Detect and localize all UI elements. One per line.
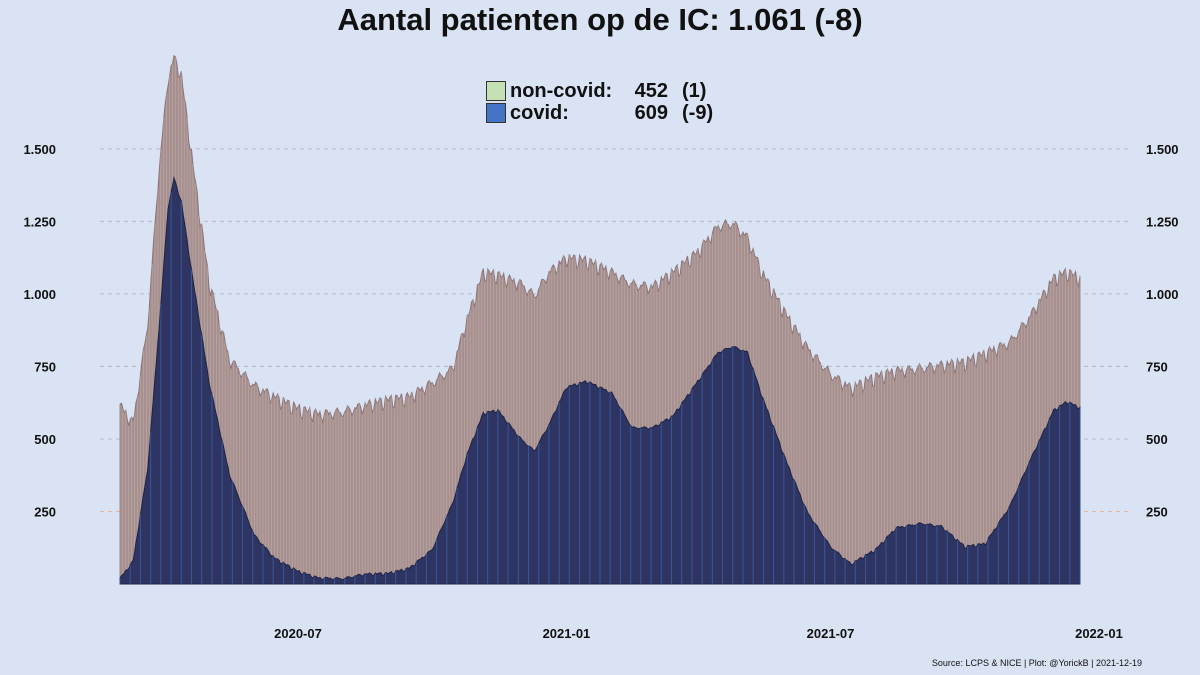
source-note: Source: LCPS & NICE | Plot: @YorickB | 2… xyxy=(931,658,1142,668)
y-tick-right-750: 750 xyxy=(1146,359,1168,374)
x-tick-2021-01: 2021-01 xyxy=(543,626,591,641)
y-tick-left-250: 250 xyxy=(34,504,56,519)
x-axis: 2020-07 2021-01 2021-07 2022-01 xyxy=(274,626,1123,641)
non-covid-swatch xyxy=(486,81,506,101)
legend-value-non-covid: 452 xyxy=(634,79,668,102)
x-tick-2022-01: 2022-01 xyxy=(1075,626,1123,641)
total-area xyxy=(119,54,1081,585)
y-tick-left-750: 750 xyxy=(34,359,56,374)
y-tick-right-1500: 1.500 xyxy=(1146,142,1179,157)
y-tick-right-1000: 1.000 xyxy=(1146,287,1179,302)
y-tick-left-500: 500 xyxy=(34,432,56,447)
y-tick-left-1000: 1.000 xyxy=(23,287,56,302)
chart-title: Aantal patienten op de IC: 1.061 (-8) xyxy=(337,2,863,37)
legend: non-covid: 452 (1) covid: 609 (-9) xyxy=(486,80,713,124)
non-covid-series-area xyxy=(119,54,1081,585)
legend-value-covid: 609 xyxy=(634,101,668,124)
y-tick-right-1250: 1.250 xyxy=(1146,214,1179,229)
x-tick-2021-07: 2021-07 xyxy=(807,626,855,641)
y-tick-left-1250: 1.250 xyxy=(23,214,56,229)
legend-item-non-covid: non-covid: 452 (1) xyxy=(486,80,713,102)
x-tick-2020-07: 2020-07 xyxy=(274,626,322,641)
y-tick-right-500: 500 xyxy=(1146,432,1168,447)
legend-label-covid: covid: xyxy=(510,101,569,124)
covid-area xyxy=(119,175,1081,585)
legend-item-covid: covid: 609 (-9) xyxy=(486,102,713,124)
y-tick-left-1500: 1.500 xyxy=(23,142,56,157)
covid-swatch xyxy=(486,103,506,123)
legend-label-non-covid: non-covid: xyxy=(510,79,613,102)
legend-change-covid: (-9) xyxy=(682,101,714,124)
y-tick-right-250: 250 xyxy=(1146,504,1168,519)
legend-change-non-covid: (1) xyxy=(682,79,707,102)
y-axis: 250 250 500 500 750 750 1.000 1.000 1.250 1.250 1.… xyxy=(23,142,1178,520)
